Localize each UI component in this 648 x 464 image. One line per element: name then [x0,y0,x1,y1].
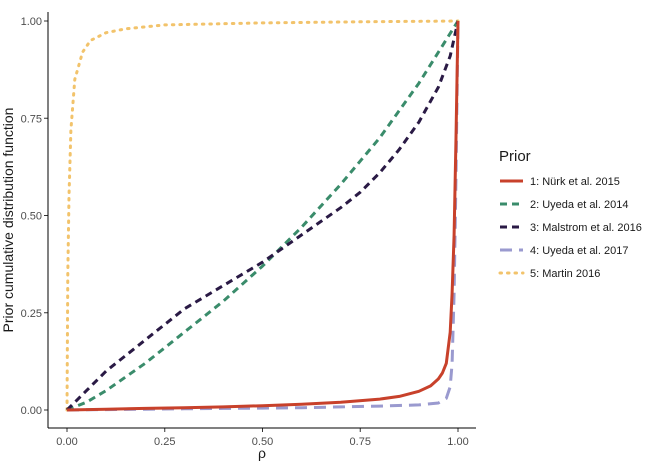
y-tick-label: 0.75 [21,113,42,125]
x-tick-label: 0.50 [252,436,273,448]
legend-label-2: 2: Uyeda et al. 2014 [530,199,628,211]
y-axis-title: Prior cumulative distribution function [0,108,16,333]
legend-label-4: 4: Uyeda et al. 2017 [530,245,628,257]
y-tick-label: 0.25 [21,308,42,320]
y-tick-label: 0.00 [21,405,42,417]
legend-label-3: 3: Malstrom et al. 2016 [530,222,642,234]
series-line-3 [65,20,460,412]
axis-ticks: 0.00 0.25 0.50 0.75 1.00 0.00 0.25 0.50 0.75 1.00 [21,16,469,448]
legend-items: 1: Nürk et al. 2015 2: Uyeda et al. 2014 3… [498,176,642,280]
series-line-5 [65,19,460,412]
legend-title: Prior [499,148,531,165]
series-line-4 [66,20,460,412]
series-line-1 [66,20,460,412]
y-tick-label: 0.50 [21,211,42,223]
x-tick-label: 1.00 [447,436,468,448]
legend-label-5: 5: Martin 2016 [530,268,600,280]
legend-label-1: 1: Nürk et al. 2015 [530,176,620,188]
series-lines [65,19,460,412]
x-tick-label: 0.75 [350,436,371,448]
y-tick-label: 1.00 [21,16,42,28]
series-line-2 [66,20,460,412]
x-tick-label: 0.25 [154,436,175,448]
legend: Prior 1: Nürk et al. 2015 2: Uyeda et al.… [498,148,642,280]
x-tick-label: 0.00 [56,436,77,448]
x-axis-title: ρ [258,445,266,461]
